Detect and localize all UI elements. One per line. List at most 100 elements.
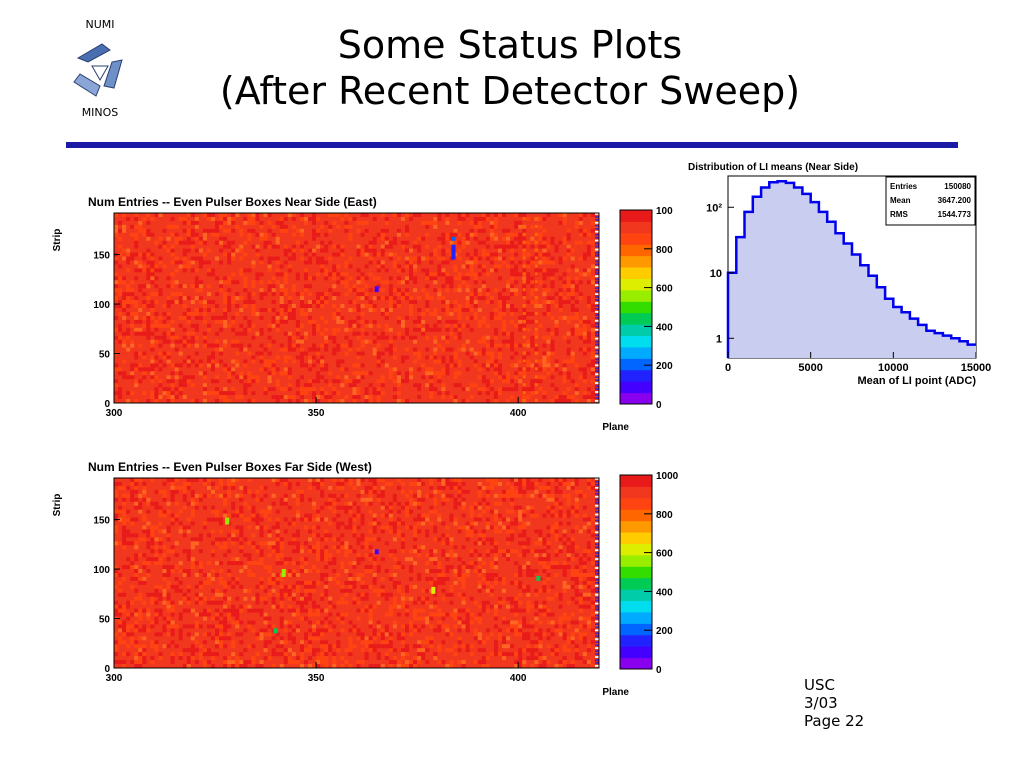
heatmap-cell: [166, 391, 171, 396]
heatmap-cell: [356, 664, 361, 668]
heatmap-cell: [243, 553, 248, 558]
heatmap-cell: [546, 557, 551, 562]
heatmap-cell: [506, 236, 511, 241]
heatmap-cell: [158, 343, 163, 348]
heatmap-cell: [360, 276, 365, 281]
heatmap-cell: [235, 339, 240, 344]
heatmap-cell: [158, 489, 163, 494]
heatmap-cell: [202, 319, 207, 324]
heatmap-cell: [400, 319, 405, 324]
heatmap-cell: [324, 260, 329, 265]
heatmap-cell: [324, 379, 329, 384]
heatmap-cell: [433, 656, 438, 661]
heatmap-cell: [154, 395, 159, 400]
heatmap-edge-cell: [595, 278, 599, 281]
heatmap-cell: [417, 493, 422, 498]
heatmap-cell: [493, 640, 498, 645]
heatmap-cell: [243, 588, 248, 593]
heatmap-cell: [518, 525, 523, 530]
heatmap-cell: [429, 569, 434, 573]
heatmap-cell: [267, 517, 272, 522]
heatmap-cell: [316, 604, 321, 609]
heatmap-cell: [312, 652, 317, 657]
heatmap-cell: [332, 644, 337, 649]
heatmap-cell: [251, 533, 256, 538]
heatmap-cell: [231, 584, 236, 589]
heatmap-cell: [211, 367, 216, 372]
heatmap-cell: [405, 652, 410, 657]
heatmap-cell: [392, 584, 397, 589]
heatmap-feature: [522, 224, 526, 228]
heatmap-cell: [303, 569, 308, 573]
heatmap-cell: [384, 327, 389, 332]
heatmap-cell: [198, 296, 203, 301]
heatmap-cell: [166, 644, 171, 649]
heatmap-cell: [465, 236, 470, 241]
heatmap-cell: [372, 319, 377, 324]
heatmap-cell: [308, 359, 313, 364]
heatmap-cell: [263, 292, 268, 297]
heatmap-cell: [271, 596, 276, 601]
heatmap-cell: [506, 387, 511, 392]
heatmap-cell: [162, 497, 167, 502]
heatmap-cell: [578, 335, 583, 340]
heatmap-cell: [392, 525, 397, 530]
heatmap-cell: [324, 553, 329, 558]
heatmap-cell: [324, 648, 329, 653]
heatmap-cell: [114, 565, 119, 570]
heatmap-cell: [283, 584, 288, 589]
heatmap-cell: [283, 497, 288, 502]
heatmap-cell: [227, 260, 232, 265]
heatmap-cell: [360, 640, 365, 645]
heatmap-cell: [421, 327, 426, 332]
heatmap-cell: [388, 529, 393, 534]
heatmap-cell: [485, 549, 490, 554]
heatmap-cell: [518, 379, 523, 384]
heatmap-cell: [170, 632, 175, 637]
heatmap-cell: [506, 264, 511, 269]
heatmap-cell: [530, 656, 535, 661]
heatmap-cell: [142, 375, 147, 380]
logo-text-minos: MINOS: [81, 106, 119, 119]
heatmap-cell: [328, 505, 333, 510]
heatmap-cell: [166, 323, 171, 328]
heatmap-cell: [134, 304, 139, 308]
heatmap-cell: [497, 521, 502, 526]
heatmap-cell: [308, 569, 313, 573]
heatmap-cell: [174, 240, 179, 245]
heatmap-cell: [526, 485, 531, 490]
heatmap-cell: [554, 497, 559, 502]
heatmap-cell: [312, 628, 317, 633]
heatmap-cell: [223, 343, 228, 348]
heatmap-cell: [299, 244, 304, 249]
heatmap-cell: [267, 213, 272, 217]
heatmap-cell: [417, 315, 422, 320]
heatmap-cell: [308, 529, 313, 534]
heatmap-cell: [158, 256, 163, 261]
heatmap-cell: [409, 260, 414, 265]
heatmap-cell: [372, 478, 377, 482]
heatmap-cell: [497, 652, 502, 657]
heatmap-cell: [493, 371, 498, 376]
heatmap-cell: [372, 252, 377, 257]
heatmap-cell: [570, 573, 575, 577]
heatmap-cell: [566, 292, 571, 297]
heatmap-cell: [114, 644, 119, 649]
heatmap-cell: [332, 315, 337, 320]
heatmap-cell: [542, 292, 547, 297]
heatmap-cell: [114, 604, 119, 609]
heatmap-cell: [400, 216, 405, 221]
heatmap-cell: [352, 584, 357, 589]
heatmap-cell: [267, 541, 272, 546]
heatmap-cell: [522, 387, 527, 392]
heatmap-cell: [332, 292, 337, 297]
heatmap-cell: [158, 521, 163, 526]
heatmap-cell: [477, 256, 482, 261]
heatmap-cell: [380, 228, 385, 233]
heatmap-cell: [158, 268, 163, 273]
heatmap-cell: [413, 660, 418, 665]
heatmap-cell: [247, 296, 252, 301]
heatmap-cell: [118, 367, 123, 372]
heatmap-cell: [437, 379, 442, 384]
heatmap-cell: [158, 557, 163, 562]
